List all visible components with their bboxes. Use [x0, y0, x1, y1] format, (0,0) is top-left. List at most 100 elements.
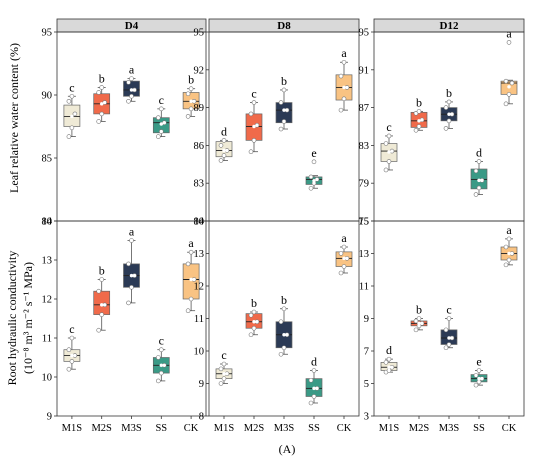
- significance-letter: a: [341, 46, 347, 60]
- panel-6: 3 5 7 9 11 13 15 d M1S b M2S c M3S e SS a CK: [359, 217, 525, 434]
- data-point: [156, 355, 161, 360]
- box-ss: d: [470, 145, 488, 197]
- significance-letter: a: [188, 236, 194, 250]
- data-point: [72, 111, 78, 117]
- box-m3s: a: [123, 63, 140, 104]
- data-point: [99, 312, 104, 317]
- mean-marker: [252, 124, 256, 129]
- data-point: [476, 159, 482, 164]
- y-tick-label: 5: [364, 379, 369, 390]
- y-tick-label: 8: [199, 412, 204, 423]
- y-tick-label: 80: [194, 217, 205, 228]
- y-tick-label: 79: [359, 179, 370, 190]
- data-point: [218, 158, 224, 163]
- x-tick-label: M3S: [121, 423, 142, 434]
- panel-5: 8 9 10 11 12 13 14 c M1S b M2S b M3S d SS a CK: [194, 217, 360, 434]
- mean-marker: [129, 273, 134, 278]
- box-m3s: b: [275, 74, 293, 132]
- significance-letter: b: [99, 264, 105, 278]
- y-tick-label: 86: [194, 141, 205, 152]
- y-axis-label-bottom: Root hydraulic conductivity (10⁻⁸ m³ m⁻²…: [5, 251, 35, 386]
- panel-1: D4 80 85 90 95 c b a c b: [42, 18, 207, 228]
- y-tick-label: 14: [194, 217, 205, 228]
- y-tick-label: 9: [47, 412, 52, 423]
- data-point: [413, 327, 419, 333]
- y-tick-label: 11: [194, 314, 204, 325]
- data-point: [473, 373, 479, 378]
- box-ck: b: [182, 73, 200, 119]
- data-point: [443, 105, 449, 110]
- panel-3: D12 75 79 83 87 91 95 c b b d a: [359, 18, 525, 228]
- mean-marker: [342, 85, 346, 90]
- mean-marker: [312, 386, 316, 391]
- data-point: [188, 106, 194, 112]
- data-point: [341, 59, 347, 65]
- mean-marker: [507, 85, 511, 89]
- x-tick-label: M2S: [91, 423, 112, 434]
- y-tick-label: 13: [42, 256, 53, 267]
- x-tick-label: M2S: [244, 423, 265, 434]
- data-point: [476, 368, 482, 373]
- box-ck: a: [335, 231, 353, 276]
- data-point: [308, 400, 314, 406]
- data-point: [185, 261, 191, 267]
- significance-letter: c: [69, 322, 74, 336]
- data-point: [159, 370, 164, 376]
- y-tick-label: 11: [359, 282, 369, 293]
- box-ck: a: [335, 46, 353, 113]
- mean-marker: [159, 122, 164, 126]
- data-point: [251, 138, 257, 143]
- data-point: [503, 101, 509, 107]
- significance-letter: a: [129, 225, 135, 239]
- data-point: [446, 316, 452, 321]
- significance-letter: d: [386, 343, 392, 357]
- x-tick-label: CK: [502, 423, 517, 434]
- significance-letter: c: [69, 80, 74, 94]
- data-point: [248, 149, 254, 154]
- mean-marker: [99, 303, 104, 307]
- box-m2s: b: [410, 95, 428, 133]
- data-point: [503, 244, 509, 250]
- box-iqr: [93, 290, 111, 315]
- x-tick-label: SS: [155, 423, 167, 434]
- mean-marker: [507, 251, 511, 256]
- box-m1s: c: [63, 322, 81, 372]
- y-tick-label: 3: [364, 412, 369, 423]
- x-tick-label: CK: [337, 423, 352, 434]
- mean-marker: [282, 108, 286, 112]
- significance-letter: b: [188, 73, 194, 87]
- significance-letter: b: [416, 303, 422, 317]
- data-point: [218, 381, 224, 386]
- data-point: [159, 106, 164, 112]
- data-point: [473, 192, 479, 197]
- data-point: [503, 78, 509, 84]
- data-point: [308, 174, 314, 180]
- data-point: [443, 327, 449, 333]
- data-point: [99, 277, 104, 282]
- data-point: [185, 308, 191, 314]
- y-tick-label: 83: [194, 179, 205, 190]
- mean-marker: [447, 336, 451, 340]
- data-point: [308, 377, 314, 383]
- data-point: [506, 236, 512, 242]
- y-tick-label: 11: [42, 334, 52, 345]
- y-tick-label: 89: [194, 103, 205, 114]
- y-tick-label: 80: [42, 217, 53, 228]
- data-point: [129, 238, 134, 243]
- box-m1s: c: [63, 80, 81, 139]
- mean-marker: [129, 88, 134, 92]
- data-point: [338, 73, 344, 79]
- y-tick-label: 15: [359, 217, 370, 228]
- data-point: [383, 360, 389, 365]
- data-point: [156, 378, 161, 384]
- data-point: [188, 296, 194, 302]
- y-tick-label: 12: [42, 295, 53, 306]
- x-tick-label: CK: [184, 423, 199, 434]
- data-point: [338, 251, 344, 256]
- x-tick-label: SS: [308, 423, 320, 434]
- data-point: [278, 319, 284, 325]
- significance-letter: d: [476, 145, 482, 159]
- data-point: [188, 86, 194, 91]
- data-point: [221, 376, 227, 381]
